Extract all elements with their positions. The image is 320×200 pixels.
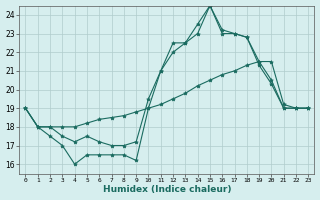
X-axis label: Humidex (Indice chaleur): Humidex (Indice chaleur) [103,185,231,194]
